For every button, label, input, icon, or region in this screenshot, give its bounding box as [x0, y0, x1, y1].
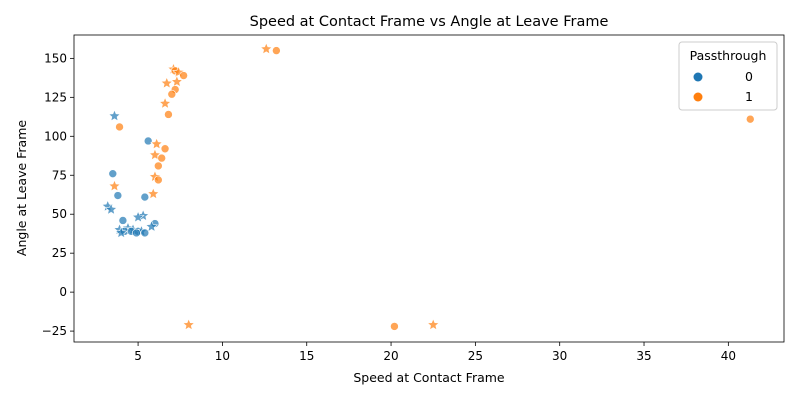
data-point-series-1	[179, 71, 188, 80]
data-point-star-series-1	[158, 96, 172, 110]
data-point-series-0	[113, 191, 123, 200]
legend-label-1: 1	[745, 89, 753, 104]
legend-label-0: 0	[745, 69, 753, 84]
legend-title: Passthrough	[690, 48, 767, 63]
data-point-series-1	[167, 89, 177, 99]
data-point-star-series-1	[426, 318, 440, 331]
data-point-star-series-0	[114, 226, 128, 239]
chart-title: Speed at Contact Frame vs Angle at Leave…	[250, 14, 609, 30]
data-point-series-1	[160, 144, 170, 154]
y-tick-label: 0	[59, 285, 67, 299]
x-axis-label: Speed at Contact Frame	[353, 370, 505, 385]
y-tick-label: 25	[52, 246, 67, 260]
x-tick-label: 10	[215, 349, 230, 363]
data-point-star-series-1	[160, 76, 174, 89]
data-point-star-series-0	[131, 210, 145, 223]
data-point-series-1	[164, 110, 173, 119]
legend: Passthrough 0 1	[678, 41, 778, 111]
x-axis: 5 10 15 20 25 30 35 40	[134, 342, 736, 363]
y-axis: −25 0 25 50 75 100 125 150	[42, 51, 74, 338]
x-tick-label: 15	[299, 349, 314, 363]
x-tick-label: 35	[636, 349, 651, 363]
legend-box	[678, 41, 778, 111]
y-axis-label: Angle at Leave Frame	[14, 120, 29, 256]
data-point-star-series-0	[108, 109, 121, 122]
data-point-series-1	[154, 175, 163, 185]
data-point-series-0	[143, 136, 153, 146]
data-point-star-series-1	[150, 137, 164, 150]
x-tick-label: 30	[552, 349, 567, 363]
y-tick-label: 75	[52, 168, 67, 182]
data-point-series-1	[272, 46, 281, 55]
x-tick-label: 5	[134, 349, 142, 363]
data-point-star-series-1	[259, 42, 273, 55]
x-tick-label: 25	[468, 349, 483, 363]
legend-marker-1	[693, 92, 703, 102]
y-tick-label: 50	[52, 207, 67, 221]
data-point-star-series-0	[145, 219, 159, 233]
y-tick-label: 150	[44, 51, 67, 65]
y-tick-label: −25	[42, 324, 67, 338]
data-point-series-1	[154, 161, 163, 171]
plot-frame	[73, 34, 785, 343]
data-point-series-1	[115, 122, 124, 132]
data-point-series-0	[108, 169, 118, 178]
data-point-star-series-0	[104, 202, 118, 216]
data-point-star-series-1	[146, 187, 160, 200]
data-point-series-0	[132, 228, 141, 238]
x-tick-label: 40	[721, 349, 736, 363]
data-point-series-1	[157, 153, 166, 163]
data-point-series-1	[390, 322, 399, 331]
data-point-series-1	[745, 114, 755, 124]
data-point-star-series-1	[170, 74, 184, 88]
data-point-star-series-1	[108, 179, 121, 192]
x-tick-label: 20	[383, 349, 398, 363]
y-tick-label: 125	[44, 90, 67, 104]
data-point-series-0	[118, 216, 128, 225]
data-point-star-series-1	[182, 318, 196, 331]
y-tick-label: 100	[44, 129, 67, 143]
data-point-series-0	[140, 192, 150, 202]
data-point-series-0	[140, 228, 150, 238]
legend-marker-0	[693, 72, 703, 82]
plot-marks	[101, 42, 755, 331]
